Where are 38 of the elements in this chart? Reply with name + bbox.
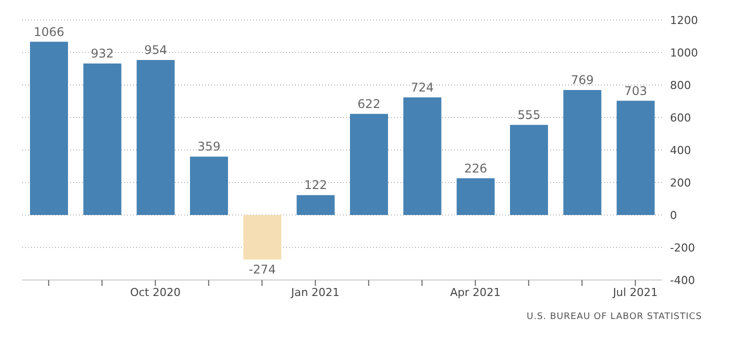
bar — [350, 114, 388, 215]
data-label: 122 — [304, 178, 328, 192]
bar — [510, 124, 548, 215]
x-tick-label: Jan 2021 — [290, 286, 340, 299]
bar — [616, 100, 655, 215]
y-tick-label: 0 — [670, 208, 677, 222]
y-tick-label: 800 — [670, 78, 691, 92]
y-tick-label: 200 — [670, 176, 691, 190]
bar — [136, 60, 175, 215]
y-tick-label: -200 — [670, 241, 695, 254]
bar — [83, 64, 122, 215]
bar — [403, 97, 442, 215]
data-label: 724 — [410, 80, 434, 94]
data-label: 555 — [518, 108, 540, 122]
data-label: 226 — [464, 161, 488, 176]
text: U.S. BUREAU OF LABOR STATISTICS — [526, 312, 702, 322]
bar — [30, 42, 68, 215]
data-label: 359 — [198, 140, 220, 154]
data-label: 932 — [90, 46, 114, 61]
y-tick-label: 400 — [670, 144, 691, 157]
x-tick-label: Apr 2021 — [450, 286, 501, 299]
y-tick-label: 1200 — [670, 14, 698, 27]
bar — [456, 178, 495, 215]
x-tick-label: Jul 2021 — [612, 286, 658, 299]
data-label: -274 — [248, 262, 276, 277]
bar — [243, 215, 282, 260]
bar — [563, 90, 602, 215]
data-label: 954 — [144, 42, 168, 57]
y-tick-label: -400 — [670, 274, 695, 287]
bar — [296, 195, 335, 215]
data-label: 622 — [358, 96, 380, 111]
y-tick-label: 600 — [670, 111, 691, 124]
x-tick-label: Oct 2020 — [130, 286, 181, 299]
data-label: 703 — [624, 84, 648, 98]
data-label: 1066 — [34, 24, 64, 39]
bar — [190, 156, 228, 215]
y-tick-label: 1000 — [670, 46, 698, 60]
data-label: 769 — [570, 73, 594, 88]
